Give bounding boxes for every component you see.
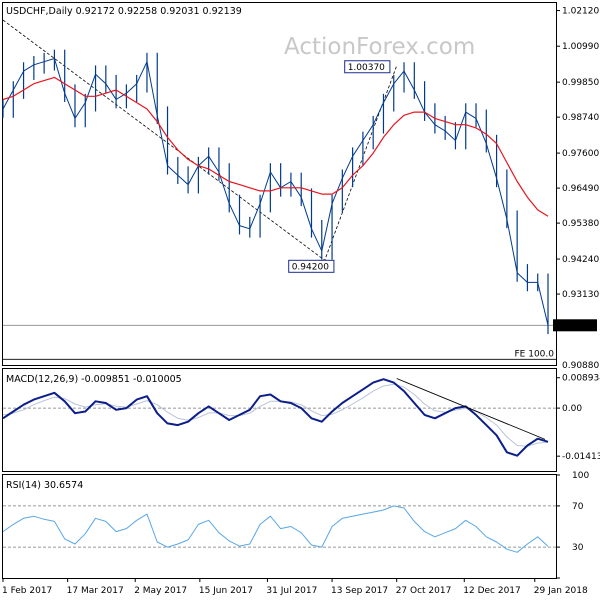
- macd-signal-line: [2, 383, 549, 447]
- low-label: 0.94200: [292, 262, 329, 272]
- rsi-header: RSI(14) 30.6574: [6, 480, 83, 491]
- x-tick-label: 17 Mar 2017: [67, 586, 124, 596]
- macd-layer: [2, 378, 556, 457]
- macd-main-line: [2, 378, 549, 457]
- price-y-tick-label: 0.98740: [562, 113, 599, 123]
- rsi-y-tick-label: 30: [572, 543, 584, 553]
- macd-trendline: [396, 378, 546, 440]
- price-header: USDCHF,Daily 0.92172 0.92258 0.92031 0.9…: [6, 6, 242, 17]
- price-close-line: [2, 58, 549, 326]
- x-tick-label: 27 Oct 2017: [396, 586, 452, 596]
- price-y-tick-label: 0.94240: [562, 255, 599, 265]
- x-tick-label: 1 Feb 2017: [2, 586, 52, 596]
- last-price-label: 0.92139: [556, 321, 593, 331]
- x-tick-label: 2 May 2017: [134, 586, 187, 596]
- axis-layer: 1.02120 1.00990 0.99850 0.98740 0.97600 0.964…: [2, 7, 600, 596]
- price-y-tick-label: 0.99850: [562, 78, 599, 88]
- x-tick-label: 29 Jan 2018: [534, 586, 588, 596]
- macd-y-tick-label: 0.00: [562, 404, 582, 414]
- price-y-tick-label: 1.00990: [562, 42, 599, 52]
- moving-average-line: [2, 76, 549, 217]
- rsi-y-tick-label: 70: [572, 502, 584, 512]
- high-label: 1.00370: [348, 63, 385, 73]
- price-y-tick-label: 0.97600: [562, 149, 599, 159]
- price-layer: FE 100.0 1.00370 0.94200 0.92139: [2, 19, 597, 360]
- fe-label: FE 100.0: [515, 349, 555, 359]
- macd-panel-frame: [2, 368, 557, 472]
- x-tick-label: 13 Sep 2017: [331, 586, 388, 596]
- price-y-bottom-label: 0.90880: [562, 361, 599, 371]
- macd-y-tick-label: -0.014136: [562, 452, 600, 462]
- x-tick-label: 12 Dec 2017: [463, 586, 521, 596]
- price-y-tick-label: 1.02120: [562, 7, 599, 17]
- x-tick-label: 15 Jun 2017: [199, 586, 253, 596]
- macd-y-tick-label: 0.008934: [562, 374, 600, 384]
- low-label-box: [288, 259, 335, 273]
- price-panel-frame: [2, 2, 557, 366]
- x-tick-label: 31 Jul 2017: [266, 586, 317, 596]
- macd-header: MACD(12,26,9) -0.009851 -0.010005: [6, 374, 182, 385]
- watermark: ActionForex.com: [284, 34, 475, 60]
- high-label-box: [344, 60, 391, 74]
- price-y-tick-label: 0.96490: [562, 184, 599, 194]
- price-y-tick-label: 0.93130: [562, 290, 599, 300]
- rsi-line: [2, 505, 549, 553]
- price-y-tick-label: 0.95380: [562, 219, 599, 229]
- rsi-layer: [2, 505, 556, 553]
- last-price-box: [553, 319, 597, 332]
- rsi-panel-frame: [2, 474, 557, 579]
- rsi-y-tick-label: 100: [572, 471, 589, 481]
